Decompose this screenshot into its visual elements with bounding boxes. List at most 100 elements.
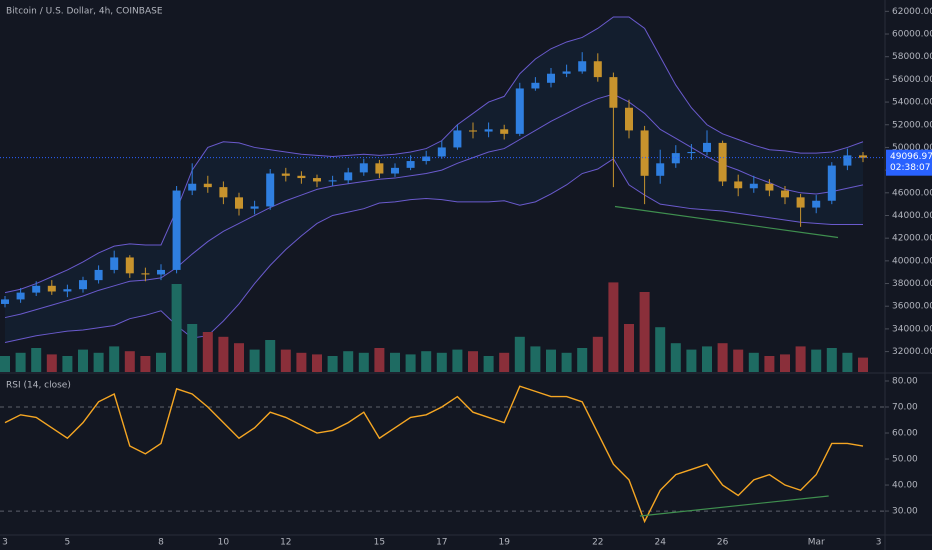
volume-bar	[421, 351, 432, 372]
candle-body	[94, 269, 103, 281]
volume-bar	[109, 346, 120, 372]
volume-bar	[561, 352, 572, 372]
last-price-label: 49096.97	[890, 152, 932, 162]
candle-body	[469, 130, 477, 132]
volume-bar	[483, 356, 494, 372]
volume-bar	[717, 343, 728, 372]
volume-bar	[327, 356, 338, 372]
candle-body	[703, 142, 711, 152]
volume-bar	[358, 352, 369, 372]
y-tick-label: 70.00	[892, 403, 918, 413]
volume-bar	[826, 348, 837, 372]
x-tick-label: 17	[436, 538, 447, 548]
y-tick-label: 56000.00	[892, 75, 932, 85]
x-tick-label: Mar	[808, 538, 825, 548]
candle-body	[827, 165, 836, 201]
y-tick-label: 30.00	[892, 507, 918, 517]
candle-body	[500, 129, 509, 134]
candle-body	[297, 175, 306, 179]
candle-body	[656, 163, 665, 176]
candle-body	[281, 173, 290, 176]
candle-body	[422, 156, 431, 162]
volume-bar	[156, 352, 166, 372]
y-tick-label: 80.00	[892, 376, 918, 386]
volume-bar	[655, 327, 666, 372]
volume-bar	[546, 349, 556, 372]
candle-body	[328, 180, 337, 182]
candle-body	[219, 187, 228, 198]
volume-bar	[780, 354, 790, 372]
volume-bar	[530, 346, 541, 372]
volume-bar	[265, 340, 276, 372]
x-tick-label: 3	[2, 538, 8, 548]
volume-bar	[592, 336, 603, 372]
volume-bar	[764, 356, 775, 372]
y-tick-label: 50.00	[892, 455, 918, 465]
volume-bar	[374, 348, 385, 372]
volume-bar	[312, 354, 322, 372]
volume-bar	[140, 356, 151, 372]
volume-bar	[93, 352, 104, 372]
candle-body	[547, 73, 555, 83]
volume-bar	[296, 352, 307, 372]
band-upper	[4, 16, 864, 294]
candle-body	[141, 273, 150, 275]
volume-bar	[280, 349, 291, 372]
trend-line	[614, 205, 839, 239]
volume-bar	[436, 352, 447, 372]
x-tick-label: 26	[717, 538, 729, 548]
volume-bar	[468, 351, 478, 372]
candle-body	[235, 197, 243, 209]
candle-body	[593, 61, 602, 78]
candle-body	[63, 289, 72, 292]
y-tick-label: 32000.00	[892, 347, 932, 357]
volume-bar	[218, 336, 229, 372]
candle-body	[375, 163, 384, 174]
candle-body	[344, 172, 353, 181]
candle-body	[47, 285, 56, 292]
volume-bar	[670, 343, 681, 372]
y-tick-label: 60.00	[892, 429, 918, 439]
y-tick-label: 44000.00	[892, 211, 932, 221]
indicator-title: RSI (14, close)	[6, 381, 71, 391]
x-tick-label: 5	[65, 538, 71, 548]
volume-bar	[842, 352, 853, 372]
volume-bar	[405, 354, 416, 372]
band-lower	[4, 158, 863, 344]
candle-body	[250, 206, 259, 209]
candle-body	[16, 292, 25, 300]
trend-line	[639, 495, 829, 517]
y-tick-label: 62000.00	[892, 7, 932, 17]
volume-bar	[78, 349, 88, 372]
candle-body	[749, 183, 758, 189]
volume-bar	[702, 346, 712, 372]
volume-bar	[514, 336, 525, 372]
y-tick-label: 58000.00	[892, 52, 932, 62]
band-fill	[5, 17, 863, 343]
volume-bar	[577, 348, 588, 372]
candle-body	[859, 155, 867, 158]
volume-bar	[390, 352, 400, 372]
candle-body	[640, 130, 649, 176]
candle-body	[812, 200, 821, 208]
volume-bar	[234, 343, 244, 372]
candle-body	[359, 163, 368, 173]
x-tick-label: 19	[498, 538, 510, 548]
candle-body	[671, 153, 680, 164]
x-tick-label: 15	[374, 538, 385, 548]
candle-body	[437, 147, 446, 157]
volume-bar	[608, 282, 619, 372]
y-tick-label: 40.00	[892, 481, 918, 491]
candle-body	[406, 161, 415, 168]
candle-body	[453, 130, 462, 148]
candle-body	[484, 129, 493, 132]
volume-bar	[858, 357, 868, 372]
candle-body	[796, 197, 805, 208]
x-tick-label: 10	[218, 538, 230, 548]
candle-body	[625, 107, 633, 131]
candle-body	[515, 88, 524, 134]
volume-bar	[0, 356, 10, 372]
volume-bar	[811, 349, 822, 372]
candle-body	[188, 183, 197, 191]
